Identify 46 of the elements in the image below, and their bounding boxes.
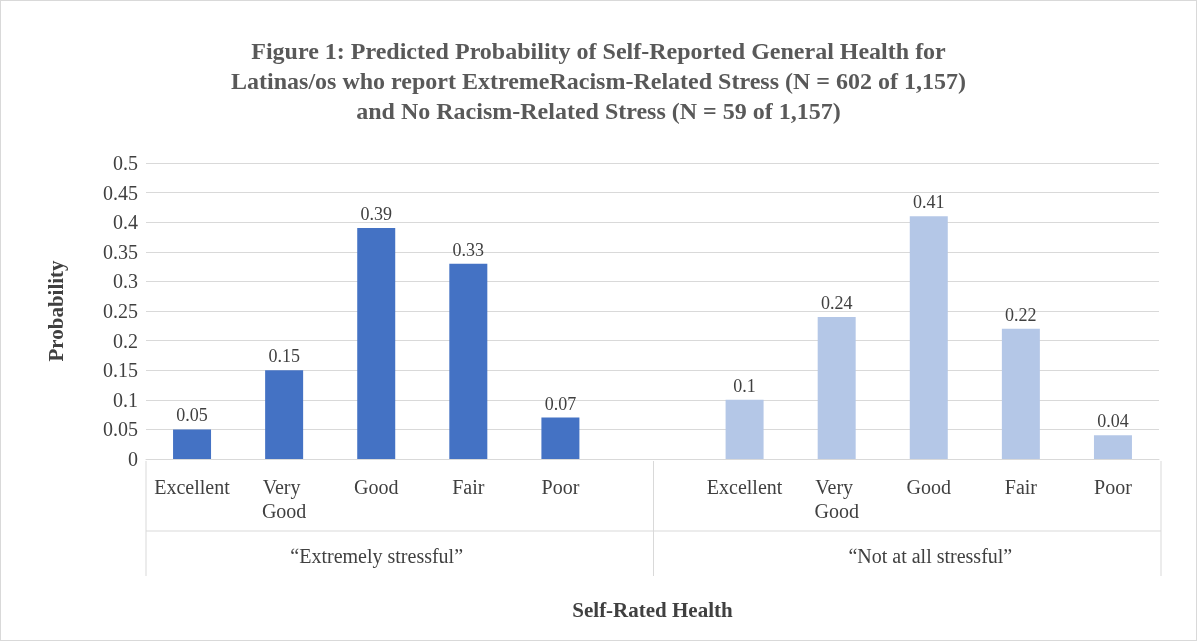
bar [173, 429, 212, 459]
x-tick-label: Good [354, 476, 399, 498]
bar [1093, 435, 1132, 459]
x-tick-label: Poor [1094, 476, 1133, 498]
data-label: 0.41 [913, 192, 945, 213]
y-axis-title: Probability [43, 259, 68, 362]
bar [265, 370, 304, 459]
text: “Not at all stressful” [848, 545, 1013, 567]
data-label: 0.15 [268, 346, 300, 367]
data-label: 0.04 [1097, 411, 1129, 432]
y-tick-label: 0.5 [113, 152, 138, 174]
y-tick-label: 0.3 [113, 270, 138, 293]
bar [449, 263, 488, 459]
y-tick-label: 0.05 [103, 418, 138, 441]
data-label: 0.05 [176, 405, 208, 426]
data-label: 0.24 [820, 292, 853, 313]
chart-title: Figure 1: Predicted Probability of Self-Reported General Health for Latinas/os who report ExtremeRacism-Related Stress (N = 602 of 1,157) and No Racism-Related Stress (N = 59 of 1,157) [231, 38, 966, 124]
bar [817, 316, 856, 459]
bar [357, 228, 396, 459]
bar [909, 216, 948, 459]
x-tick-label: Excellent [706, 476, 783, 498]
x-tick-label: Very Good [814, 476, 859, 522]
text: “Extremely stressful” [290, 545, 464, 568]
bar [1001, 328, 1040, 459]
x-tick-label: Fair [452, 476, 485, 498]
x-tick-label: Excellent [154, 476, 231, 498]
y-tick-label: 0.25 [103, 300, 138, 322]
x-tick-label: Poor [541, 476, 580, 498]
data-label: 0.22 [1005, 304, 1037, 325]
x-tick-label: Fair [1004, 476, 1038, 498]
data-label: 0.1 [733, 375, 756, 396]
x-axis-title: Self-Rated Health [572, 597, 734, 622]
bar [541, 417, 580, 459]
y-tick-label: 0.45 [103, 181, 138, 204]
y-tick-label: 0.1 [113, 388, 138, 411]
y-tick-label: 0.35 [103, 240, 138, 263]
y-tick-label: 0.2 [113, 329, 138, 352]
data-label: 0.07 [544, 393, 577, 414]
y-tick-label: 0 [128, 448, 138, 470]
data-label: 0.39 [360, 204, 392, 225]
y-tick-label: 0.4 [113, 211, 138, 234]
x-tick-label: Good [906, 476, 951, 498]
x-tick-label: Very Good [261, 476, 307, 522]
data-label: 0.33 [452, 239, 485, 260]
bar [725, 399, 764, 459]
y-tick-label: 0.15 [103, 359, 138, 382]
